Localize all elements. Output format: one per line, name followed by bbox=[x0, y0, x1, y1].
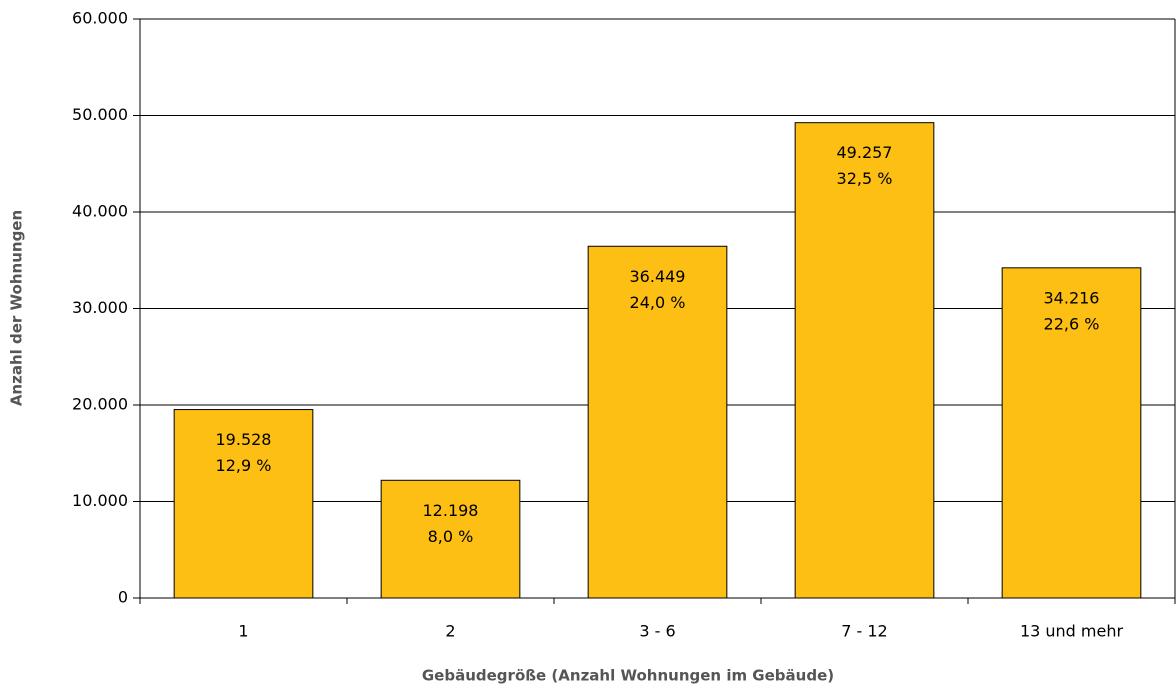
value-label: 34.216 bbox=[1044, 288, 1100, 307]
x-tick-label: 2 bbox=[445, 622, 455, 641]
share-label: 12,9 % bbox=[216, 456, 272, 475]
value-label: 19.528 bbox=[216, 430, 272, 449]
bar bbox=[1001, 267, 1142, 599]
y-tick-label: 0 bbox=[118, 588, 128, 607]
y-tick-label: 40.000 bbox=[72, 202, 128, 221]
x-tick-label: 3 - 6 bbox=[639, 622, 675, 641]
x-axis-title: Gebäudegröße (Anzahl Wohnungen im Gebäud… bbox=[422, 667, 834, 685]
y-tick-label: 30.000 bbox=[72, 298, 128, 317]
value-label: 49.257 bbox=[837, 143, 893, 162]
bar bbox=[587, 245, 728, 599]
y-tick-label: 10.000 bbox=[72, 491, 128, 510]
share-label: 24,0 % bbox=[630, 293, 686, 312]
share-label: 22,6 % bbox=[1044, 314, 1100, 333]
bar bbox=[173, 409, 314, 599]
x-tick-label: 7 - 12 bbox=[841, 622, 887, 641]
x-tick-label: 1 bbox=[238, 622, 248, 641]
share-label: 8,0 % bbox=[428, 527, 474, 546]
y-tick-label: 20.000 bbox=[72, 395, 128, 414]
value-label: 12.198 bbox=[423, 501, 479, 520]
y-tick-label: 60.000 bbox=[72, 9, 128, 28]
x-tick-label: 13 und mehr bbox=[1020, 622, 1124, 641]
y-axis-title: Anzahl der Wohnungen bbox=[8, 210, 26, 406]
value-label: 36.449 bbox=[630, 267, 686, 286]
bar bbox=[380, 479, 521, 599]
bar bbox=[794, 122, 935, 599]
share-label: 32,5 % bbox=[837, 169, 893, 188]
y-tick-label: 50.000 bbox=[72, 105, 128, 124]
